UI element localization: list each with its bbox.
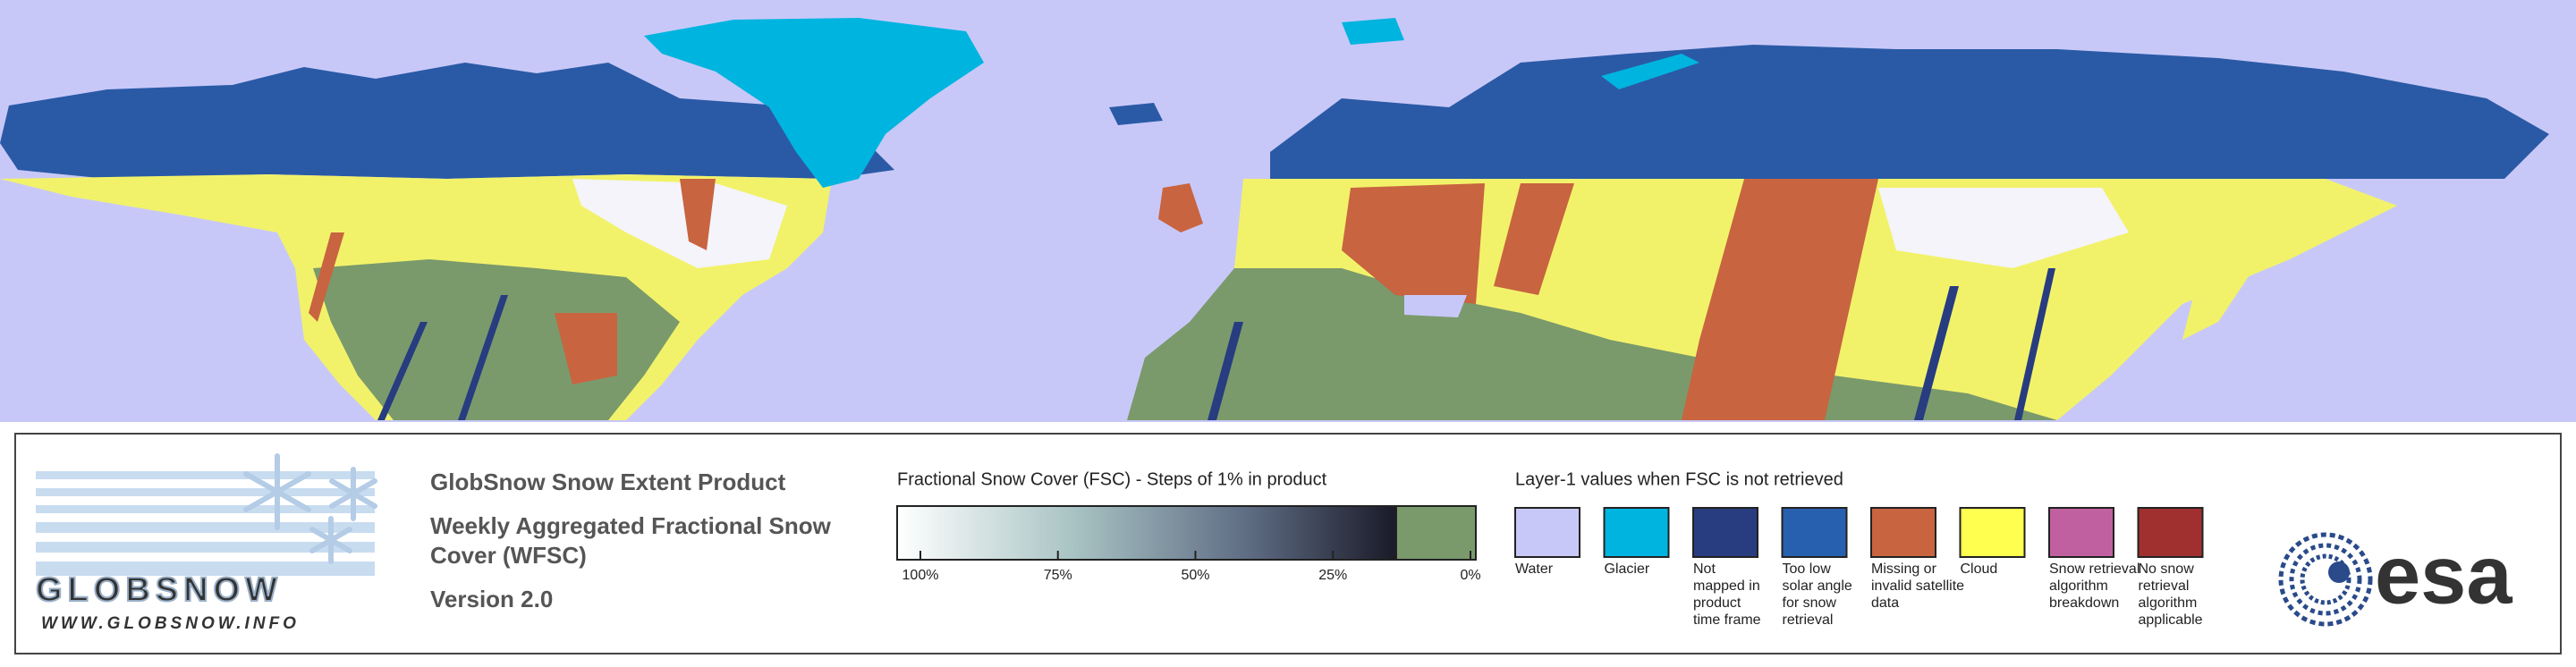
legend-label-line: breakdown [2049,595,2119,611]
logo-stripe [36,505,375,513]
legend-swatch [1603,507,1670,558]
legend-label: Cloud [1961,561,1998,577]
eu-swath-2 [1914,286,1959,420]
legend-label: Glacier [1605,561,1650,577]
legend-label: Too low solar angle for snow retrieval [1783,561,1852,628]
novaya-zemlya [1601,54,1699,89]
fsc-gradient [896,505,1397,561]
japan [2182,241,2254,340]
legend-label: Missing or invalid satellite data [1871,561,1964,611]
esa-wordmark: esa [2375,529,2512,621]
eurasia-missing [1342,183,1485,304]
greenland [644,18,984,188]
legend-swatch [1870,507,1936,558]
na-missing-2 [555,313,617,384]
eu-swath [1208,322,1243,420]
logo-stripe [36,542,375,553]
fsc-legend-title: Fractional Snow Cover (FSC) - Steps of 1… [897,469,1327,489]
product-subtitle: Cover (WFSC) [430,542,587,569]
product-title: GlobSnow Snow Extent Product [430,469,786,495]
esa-swirl [2278,532,2373,627]
na-swath-2 [458,295,508,420]
legend-label-line: retrieval [1783,612,1834,628]
legend-label-line: invalid satellite [1871,578,1964,594]
legend-label-line: Missing or [1871,561,1937,577]
legend-label-line: time frame [1693,612,1761,628]
legend-label-line: solar angle [1783,578,1852,594]
eurasia-missing-3 [1682,179,1878,420]
legend-label-line: product [1693,595,1741,611]
na-swath-3 [309,232,344,322]
north-america-snow [0,63,894,179]
legend-swatch [1959,507,2026,558]
snowflakes [243,453,377,564]
esa-logo: esa [2278,529,2512,627]
layer1-legend: Water Glacier Not mapped in product time fram… [1514,507,2204,628]
legend-swatch [2048,507,2114,558]
legend-label: Not mapped in product time frame [1693,561,1761,628]
logo-stripe [36,488,375,496]
eu-swath-3 [2014,268,2055,420]
legend-label-line: Glacier [1605,561,1650,577]
fsc-colorbar: 100% 75% 50% 25% 0% [896,505,1481,583]
eurasia-missing-2 [1494,183,1574,295]
iceland [1109,103,1163,125]
globsnow-logo: GLOBSNOW WWW.GLOBSNOW.INFO [35,453,377,633]
legend-swatch [1692,507,1758,558]
legend-label-line: for snow [1783,595,1837,611]
legend-label-line: Cloud [1961,561,1998,577]
layer1-legend-title: Layer-1 values when FSC is not retrieved [1515,469,1843,489]
legend-label-line: data [1871,595,1899,611]
legend-label-line: applicable [2139,612,2203,628]
logo-name: GLOBSNOW [36,571,283,609]
legend-label-line: algorithm [2139,595,2198,611]
logo-url: WWW.GLOBSNOW.INFO [41,614,300,633]
legend-swatch [1781,507,1848,558]
legend-swatch [2137,507,2204,558]
caspian [1404,295,1467,317]
legend-label: Water [1515,561,1554,577]
logo-stripe [36,561,375,576]
legend-label-line: mapped in [1693,578,1760,594]
fsc-zero-swatch [1395,505,1477,561]
uk [1158,183,1203,232]
legend-label-line: No snow [2139,561,2195,577]
na-missing [680,179,716,250]
fsc-tick-label: 75% [1044,568,1072,583]
legend-label-line: retrieval [2139,578,2190,594]
legend-label-line: Snow retrieval [2049,561,2140,577]
eurasia-white [1878,188,2129,268]
map [0,0,2576,422]
na-white [572,179,787,268]
legend-label-line: algorithm [2049,578,2108,594]
logo-stripe [36,471,375,479]
fsc-tick-label: 0% [1460,568,1480,583]
legend-swatch [1514,507,1580,558]
eurasia-snow [1270,45,2549,179]
fsc-tick-label: 100% [902,568,939,583]
svalbard [1342,18,1404,45]
legend-label-line: Water [1515,561,1554,577]
fsc-tick-label: 50% [1181,568,1209,583]
fsc-tick-label: 25% [1318,568,1347,583]
legend-label: Snow retrieval algorithm breakdown [2049,561,2140,611]
legend-label: No snow retrieval algorithm applicable [2139,561,2203,628]
na-swath [377,322,428,420]
legend-label-line: Not [1693,561,1716,577]
product-subtitle: Weekly Aggregated Fractional Snow [430,512,832,539]
legend-label-line: Too low [1783,561,1832,577]
logo-stripe [36,522,375,533]
product-version: Version 2.0 [430,586,553,612]
